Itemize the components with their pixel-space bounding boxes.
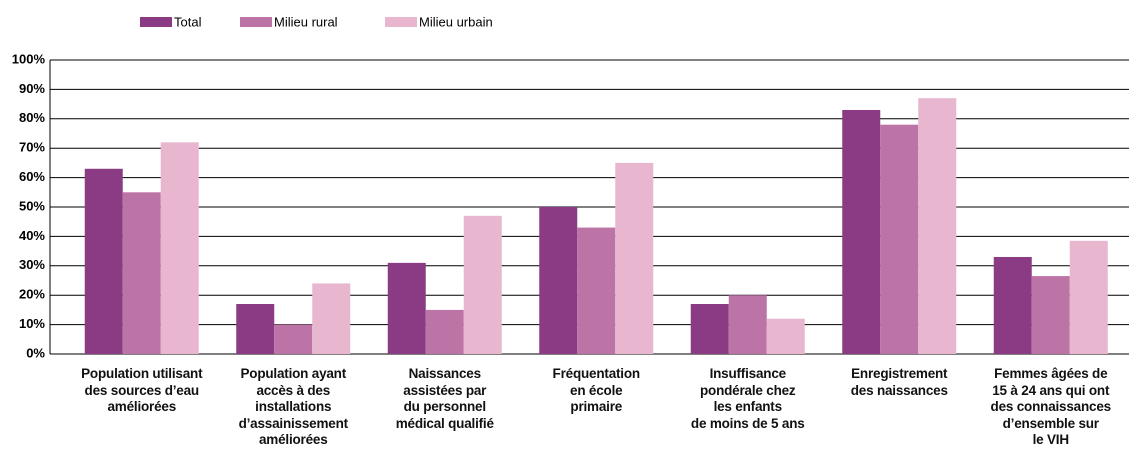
bar — [539, 207, 578, 354]
bar — [918, 98, 957, 354]
bar — [577, 227, 616, 354]
y-tick-label: 50% — [19, 198, 45, 213]
bar — [122, 192, 161, 354]
x-tick-label: Naissances assistées par du personnel mé… — [395, 366, 494, 431]
legend-swatch — [385, 17, 417, 27]
bar — [463, 215, 502, 354]
bar — [880, 124, 919, 355]
y-tick-label: 10% — [19, 316, 45, 331]
y-tick-label: 30% — [19, 257, 45, 272]
bar — [766, 318, 805, 354]
bar — [84, 168, 123, 354]
legend-swatch — [140, 17, 172, 27]
legend-label: Milieu urbain — [419, 14, 493, 29]
legend-swatch — [240, 17, 272, 27]
bar — [615, 162, 654, 354]
legend-label: Total — [174, 14, 202, 29]
legend-label: Milieu rural — [274, 14, 338, 29]
bar — [1069, 240, 1108, 354]
bar — [236, 304, 275, 354]
y-tick-label: 40% — [19, 228, 45, 243]
y-tick-label: 90% — [19, 81, 45, 96]
bar — [1031, 276, 1070, 354]
y-tick-label: 20% — [19, 287, 45, 302]
x-tick-label: Femmes âgées de 15 à 24 ans qui ont des … — [990, 366, 1112, 447]
y-tick-label: 100% — [12, 51, 46, 66]
y-tick-label: 80% — [19, 110, 45, 125]
x-tick-label: Population ayant accès à des installatio… — [238, 366, 349, 447]
y-tick-label: 0% — [26, 345, 45, 360]
bar — [312, 283, 351, 354]
x-tick-label: Insuffisance pondérale chez les enfants … — [690, 366, 805, 431]
bar — [160, 142, 199, 354]
x-tick-label: Population utilisant des sources d’eau a… — [81, 366, 203, 414]
x-tick-label: Fréquentation en école primaire — [552, 366, 641, 414]
bar — [274, 324, 313, 354]
bar — [690, 304, 729, 354]
bar — [728, 295, 767, 354]
y-tick-label: 70% — [19, 140, 45, 155]
x-tick-label: Enregistrement des naissances — [850, 366, 948, 398]
bar — [993, 256, 1032, 354]
y-tick-label: 60% — [19, 169, 45, 184]
bar — [387, 262, 426, 354]
bar — [842, 109, 881, 354]
bar — [425, 309, 464, 354]
